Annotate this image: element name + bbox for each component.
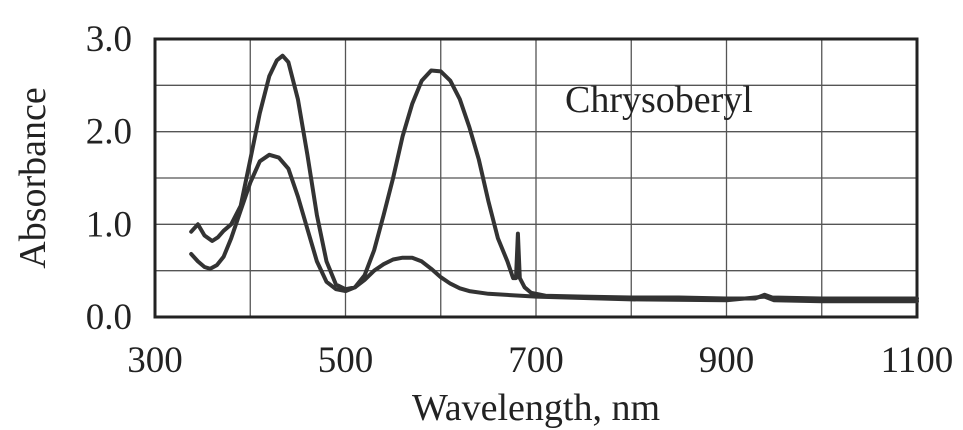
tick-labels: 300 500 700 900 1100 0.0 1.0 2.0 3.0 [86, 19, 954, 381]
x-axis-title: Wavelength, nm [412, 387, 660, 429]
plot-frame [153, 37, 919, 319]
y-tick-label: 2.0 [86, 112, 132, 153]
y-tick-label: 3.0 [86, 19, 132, 60]
y-axis-title: Absorbance [12, 87, 54, 268]
x-tick-label: 1100 [881, 340, 954, 381]
series-group [189, 53, 919, 304]
chart-annotation: Chrysoberyl [565, 79, 753, 121]
x-tick-label: 900 [699, 340, 755, 381]
y-tick-label: 0.0 [86, 297, 132, 338]
grid [155, 39, 917, 317]
x-tick-label: 500 [318, 340, 374, 381]
x-tick-label: 300 [127, 340, 183, 381]
y-tick-label: 1.0 [86, 204, 132, 245]
series-line-2 [189, 152, 919, 304]
x-tick-label: 700 [508, 340, 564, 381]
series-line-1 [189, 53, 919, 301]
